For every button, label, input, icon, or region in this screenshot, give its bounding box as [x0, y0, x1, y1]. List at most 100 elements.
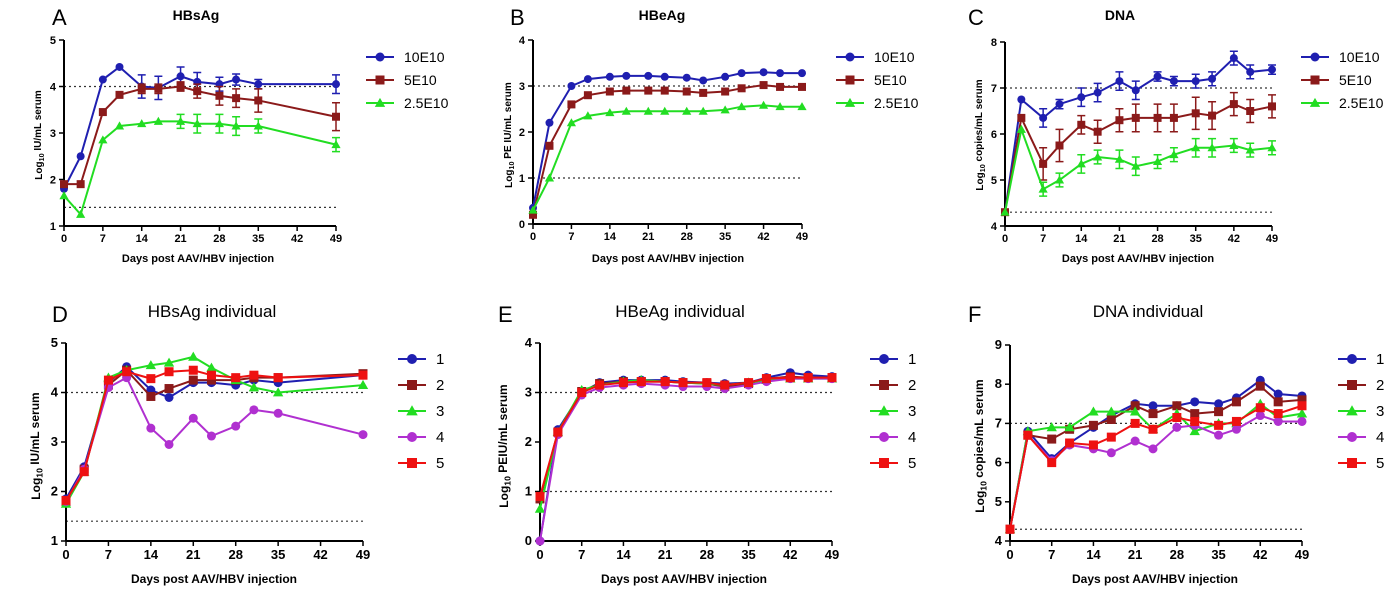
data-point	[583, 91, 592, 100]
panel-d-xlabel: Days post AAV/HBV injection	[131, 572, 297, 586]
legend-marker	[844, 97, 856, 107]
y-tick-label: 9	[995, 337, 1002, 352]
legend-label: 3	[908, 403, 916, 420]
data-point	[146, 391, 156, 401]
data-point	[254, 96, 263, 105]
legend-label: 5	[436, 455, 444, 472]
legend-marker	[879, 432, 889, 442]
y-tick-label: 2	[519, 127, 525, 139]
data-point	[1047, 434, 1057, 444]
data-point	[737, 102, 747, 111]
data-point	[192, 119, 202, 128]
data-point	[273, 408, 283, 418]
series-0	[529, 68, 806, 212]
data-point	[698, 106, 708, 115]
data-point	[759, 81, 768, 90]
data-point	[699, 76, 708, 85]
x-tick-label: 21	[1113, 233, 1125, 245]
data-point	[232, 94, 241, 103]
data-point	[137, 84, 146, 93]
data-point	[1017, 113, 1026, 122]
data-point	[776, 82, 785, 91]
x-tick-label: 49	[1266, 233, 1278, 245]
data-point	[1268, 65, 1276, 74]
x-tick-label: 7	[105, 547, 112, 562]
y-tick-label: 4	[995, 533, 1003, 548]
data-point	[332, 80, 340, 89]
series-2	[1000, 124, 1277, 216]
data-point	[1038, 184, 1048, 193]
y-tick-label: 6	[991, 129, 997, 141]
series-3	[1005, 411, 1307, 534]
data-point	[1115, 77, 1124, 86]
legend-marker	[1309, 97, 1321, 107]
legend-marker	[1347, 354, 1357, 364]
y-tick-label: 2	[50, 175, 56, 187]
legend-label: 2	[1376, 377, 1384, 394]
y-tick-label: 3	[519, 81, 525, 93]
data-point	[1047, 458, 1057, 468]
legend-marker	[845, 75, 855, 85]
data-point	[1190, 397, 1200, 407]
data-point	[163, 357, 175, 367]
x-tick-label: 0	[1002, 233, 1008, 245]
data-point	[621, 106, 631, 115]
data-point	[545, 118, 554, 127]
legend-marker	[375, 75, 385, 85]
data-point	[98, 135, 108, 144]
data-point	[1106, 414, 1116, 424]
data-point	[1130, 436, 1140, 446]
series-1	[1001, 91, 1276, 217]
x-tick-label: 0	[1006, 547, 1013, 562]
data-point	[1245, 145, 1255, 154]
data-point	[232, 75, 241, 84]
data-point	[76, 180, 85, 189]
data-point	[1131, 161, 1141, 170]
data-point	[206, 431, 216, 441]
data-point	[175, 116, 186, 125]
panel-a-title: HBsAg	[173, 7, 220, 23]
panel-e-legend: 1 2 3 4 5	[870, 351, 916, 472]
data-point	[1017, 95, 1026, 104]
x-tick-label: 14	[1086, 547, 1101, 562]
data-point	[59, 191, 69, 200]
data-point	[798, 69, 806, 78]
data-point	[1088, 420, 1098, 430]
data-point	[744, 378, 754, 388]
data-point	[188, 351, 199, 361]
data-point	[1115, 116, 1124, 125]
legend-label: 2	[436, 377, 444, 394]
data-point	[1297, 401, 1307, 411]
data-point	[1046, 422, 1057, 432]
data-point	[605, 108, 615, 117]
data-point	[1255, 381, 1265, 391]
data-point	[595, 380, 605, 390]
data-point	[534, 503, 546, 513]
data-point	[60, 180, 68, 189]
data-point	[1016, 124, 1026, 133]
data-point	[358, 430, 368, 440]
x-tick-label: 42	[313, 547, 327, 562]
legend-marker	[1310, 52, 1320, 62]
data-point	[1114, 154, 1125, 163]
data-point	[98, 75, 107, 84]
panel-f-xlabel: Days post AAV/HBV injection	[1072, 572, 1238, 586]
data-point	[273, 373, 283, 383]
data-point	[721, 72, 730, 81]
data-point	[1268, 102, 1276, 111]
panel-a-plot: 1 2 3 4 5 0 7 14 21 28 35 42 49	[50, 35, 342, 245]
x-tick-label: 21	[174, 233, 186, 245]
data-point	[1088, 406, 1099, 416]
data-point	[605, 87, 614, 96]
panel-d-legend: 1 2 3 4 5	[398, 351, 444, 472]
x-tick-label: 42	[1228, 233, 1240, 245]
data-point	[164, 384, 174, 394]
y-tick-label: 4	[991, 221, 998, 233]
y-tick-label: 3	[50, 128, 56, 140]
x-tick-label: 21	[658, 547, 672, 562]
data-point	[775, 102, 785, 111]
y-tick-label: 2	[51, 484, 58, 499]
data-point	[644, 71, 653, 80]
